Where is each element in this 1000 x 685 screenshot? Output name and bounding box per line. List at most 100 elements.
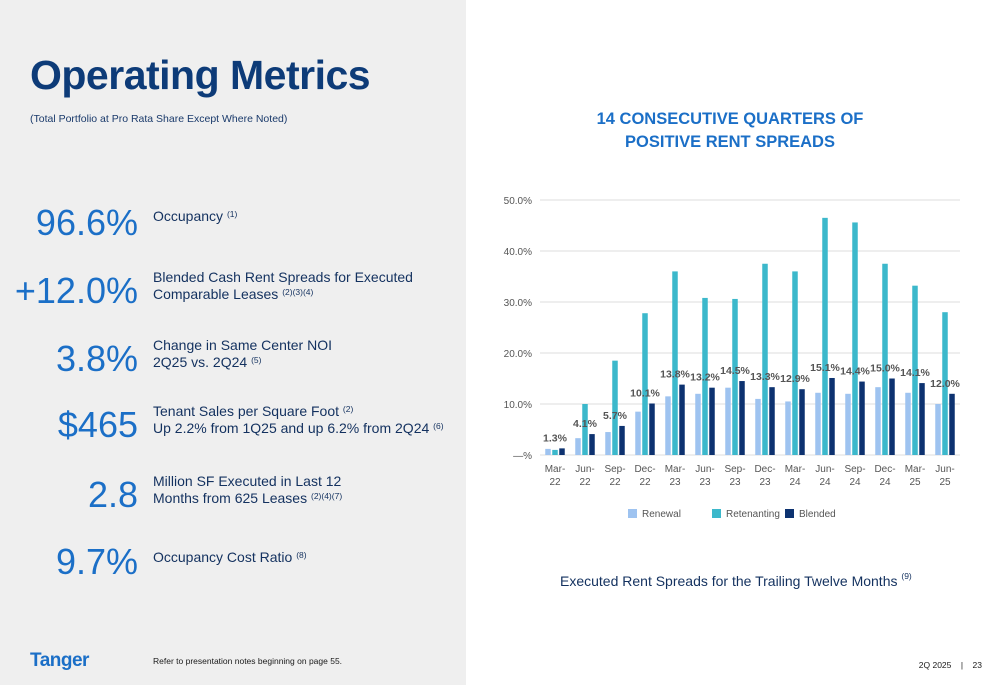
metric-label: Occupancy Cost Ratio (8) — [153, 549, 307, 566]
x-tick-label: Dec- — [754, 464, 775, 475]
bar-retenanting — [642, 313, 648, 455]
metric-value: 9.7% — [55, 541, 138, 582]
bar-renewal — [785, 401, 791, 455]
data-label: 13.2% — [690, 372, 720, 384]
x-tick-label: Mar- — [545, 464, 566, 475]
bar-blended — [769, 387, 775, 455]
data-label: 14.5% — [720, 365, 750, 377]
metric-value: 2.8 — [87, 474, 138, 515]
bar-retenanting — [672, 271, 678, 455]
x-tick-label: 24 — [849, 477, 861, 488]
metric-label: Million SF Executed in Last 12 Months fr… — [153, 473, 342, 507]
bar-renewal — [665, 396, 671, 455]
metric-tenant-sales: $465 Tenant Sales per Square Foot (2) Up… — [0, 398, 466, 458]
y-tick-label: 40.0% — [504, 247, 532, 258]
bar-retenanting — [612, 360, 618, 455]
legend-swatch-renewal — [628, 509, 637, 518]
x-tick-label: Jun- — [575, 464, 594, 475]
bar-blended — [739, 381, 745, 455]
chart-title: 14 CONSECUTIVE QUARTERS OF POSITIVE RENT… — [560, 108, 900, 154]
bar-renewal — [905, 392, 911, 455]
bar-renewal — [845, 393, 851, 455]
x-tick-label: Jun- — [695, 464, 714, 475]
data-label: 1.3% — [543, 432, 568, 444]
bar-renewal — [695, 393, 701, 455]
data-label: 13.8% — [660, 369, 690, 381]
bar-blended — [859, 381, 865, 455]
page-number: 23 — [972, 660, 982, 670]
bar-retenanting — [792, 271, 798, 455]
data-label: 13.3% — [750, 371, 780, 383]
bar-retenanting — [552, 449, 558, 455]
data-label: 15.1% — [810, 362, 840, 374]
x-tick-label: 25 — [909, 477, 921, 488]
x-tick-label: Sep- — [604, 464, 625, 475]
metric-label-line1: Blended Cash Rent Spreads for Executed — [153, 269, 413, 285]
x-tick-label: 25 — [939, 477, 951, 488]
metric-label-line1: Occupancy Cost Ratio — [153, 549, 293, 565]
bar-retenanting — [762, 263, 768, 455]
x-tick-label: Sep- — [724, 464, 745, 475]
x-tick-label: 23 — [699, 477, 711, 488]
bar-retenanting — [912, 285, 918, 455]
x-tick-label: 22 — [609, 477, 621, 488]
metric-label-line2: Comparable Leases — [153, 286, 279, 302]
footnote-ref: (9) — [901, 571, 912, 581]
x-tick-label: Mar- — [785, 464, 806, 475]
legend-label-blended: Blended — [799, 509, 836, 520]
metric-label-line1: Change in Same Center NOI — [153, 337, 332, 353]
bar-retenanting — [582, 404, 588, 455]
bar-blended — [619, 425, 625, 455]
metric-sf-executed: 2.8 Million SF Executed in Last 12 Month… — [0, 469, 466, 529]
x-tick-label: Mar- — [905, 464, 926, 475]
bar-retenanting — [822, 217, 828, 455]
tanger-logo: Tanger — [30, 650, 89, 671]
rent-spreads-chart: —% 10.0% 20.0% 30.0% 40.0% 50.0% 1.3% Mar- 22 4.1… — [504, 196, 961, 520]
bar-blended — [649, 403, 655, 455]
y-tick-label: —% — [513, 451, 532, 462]
bar-retenanting — [942, 312, 948, 455]
data-label: 5.7% — [603, 410, 628, 422]
chart-title-line1: 14 CONSECUTIVE QUARTERS OF — [596, 110, 864, 128]
footnote-ref: (2) — [342, 404, 354, 414]
bar-retenanting — [732, 298, 738, 455]
bar-renewal — [815, 392, 821, 455]
x-tick-label: Jun- — [815, 464, 834, 475]
x-tick-label: Dec- — [634, 464, 655, 475]
page-subtitle: (Total Portfolio at Pro Rata Share Excep… — [30, 113, 288, 125]
footnote-ref: (1) — [226, 209, 238, 219]
bar-blended — [679, 384, 685, 455]
bar-blended — [829, 377, 835, 455]
bar-blended — [889, 378, 895, 455]
bar-renewal — [875, 387, 881, 455]
metric-value: $465 — [57, 404, 138, 445]
y-tick-label: 20.0% — [504, 349, 532, 360]
bar-blended — [589, 434, 595, 455]
legend-label-renewal: Renewal — [642, 509, 681, 520]
footnote-ref: (8) — [296, 550, 307, 560]
data-label: 12.0% — [930, 378, 960, 390]
metric-label: Change in Same Center NOI 2Q25 vs. 2Q24 … — [153, 337, 332, 371]
y-tick-label: 50.0% — [504, 196, 532, 207]
bar-blended — [799, 389, 805, 455]
metric-value: +12.0% — [14, 270, 138, 311]
metric-label-line1: Tenant Sales per Square Foot — [153, 403, 340, 419]
bar-renewal — [935, 404, 941, 455]
x-tick-label: 22 — [579, 477, 591, 488]
bar-blended — [559, 448, 565, 455]
bar-renewal — [605, 432, 611, 455]
legend-swatch-blended — [785, 509, 794, 518]
bar-retenanting — [882, 263, 888, 455]
metric-label-line1: Occupancy — [153, 208, 224, 224]
left-panel — [0, 0, 466, 685]
footnote-ref: (6) — [433, 421, 444, 431]
x-tick-label: Dec- — [874, 464, 895, 475]
data-label: 4.1% — [573, 418, 598, 430]
footnote-ref: (2)(4)(7) — [310, 491, 343, 501]
data-label: 10.1% — [630, 387, 660, 399]
metric-label: Occupancy (1) — [153, 208, 237, 225]
metric-rent-spreads: +12.0% Blended Cash Rent Spreads for Exe… — [0, 263, 466, 323]
x-tick-label: 23 — [669, 477, 681, 488]
bar-blended — [949, 393, 955, 455]
footnote-ref: (5) — [251, 355, 262, 365]
